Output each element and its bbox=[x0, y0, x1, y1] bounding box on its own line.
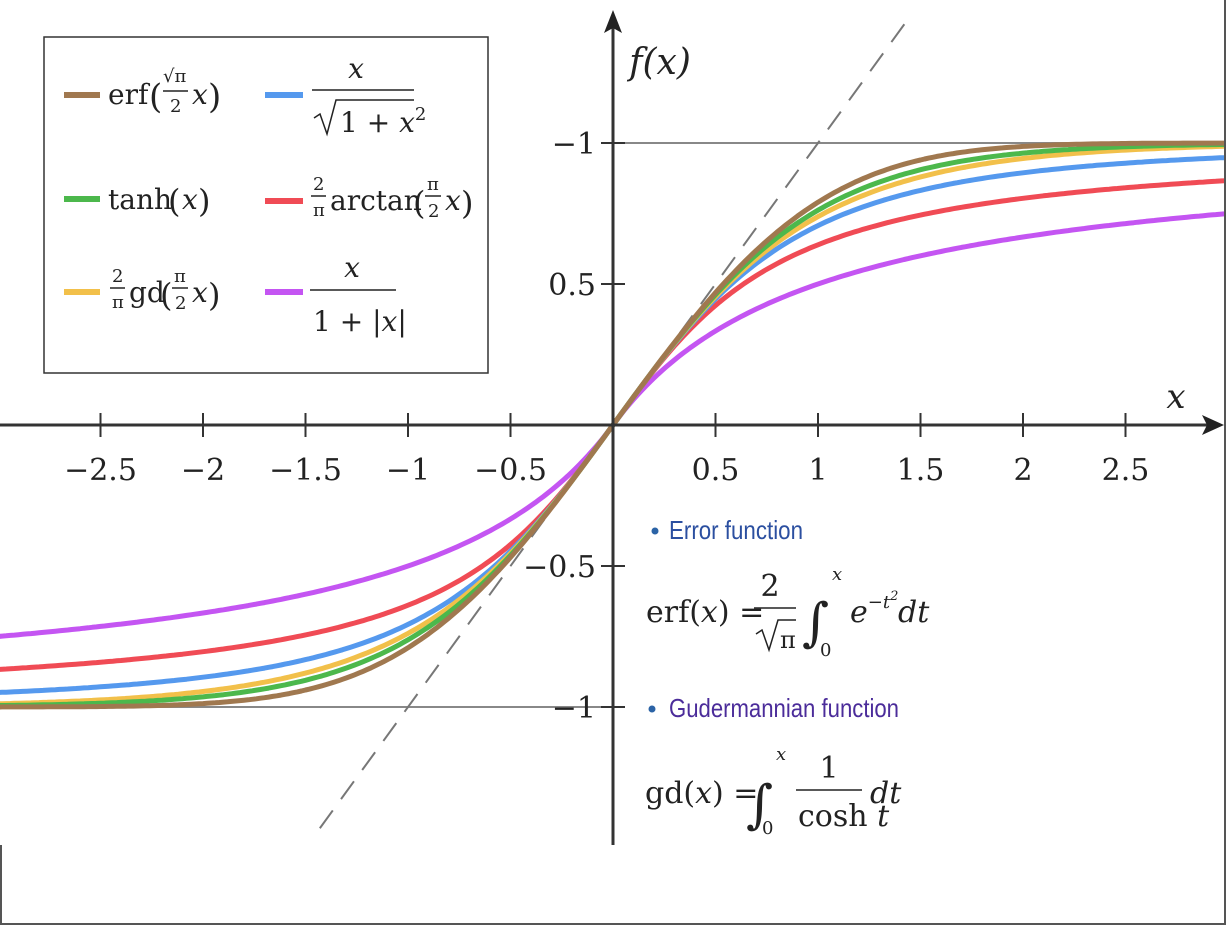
svg-text:gd(x) =: gd(x) = bbox=[645, 776, 758, 811]
x-tick-label: 1.5 bbox=[897, 453, 945, 488]
svg-text:2: 2 bbox=[760, 569, 779, 604]
svg-text:tanh: tanh bbox=[108, 183, 172, 216]
x-tick-label: −1.5 bbox=[269, 453, 342, 488]
svg-text:dt: dt bbox=[870, 776, 902, 811]
svg-text:): ) bbox=[461, 184, 473, 222]
svg-text:cosh t: cosh t bbox=[798, 799, 890, 834]
legend-label-arctan: 2 π arctan ( π 2 x ) bbox=[311, 174, 473, 222]
error-function-label: Error function bbox=[669, 515, 803, 545]
y-tick-label: −1 bbox=[552, 127, 596, 162]
legend-label-rational: x 1 + |x| bbox=[310, 251, 407, 338]
x-tick-label: −1 bbox=[386, 453, 430, 488]
legend-label-algebraic: x 1 + x2 bbox=[312, 52, 426, 139]
svg-text:2: 2 bbox=[428, 201, 439, 222]
svg-text:x: x bbox=[192, 276, 208, 309]
legend-label-erf: erf ( √π 2 x ) bbox=[108, 66, 221, 117]
x-tick-label: 0.5 bbox=[692, 453, 740, 488]
svg-text:∫: ∫ bbox=[802, 593, 829, 653]
svg-text:(: ( bbox=[149, 77, 162, 117]
svg-text:erf: erf bbox=[108, 78, 151, 111]
right-border bbox=[1224, 0, 1226, 925]
svg-text:π: π bbox=[313, 200, 325, 221]
svg-text:2: 2 bbox=[170, 96, 181, 117]
svg-text:gd: gd bbox=[129, 276, 165, 309]
svg-text:1 + |x|: 1 + |x| bbox=[313, 305, 407, 338]
svg-text:(: ( bbox=[168, 182, 180, 220]
y-axis-label: f(x) bbox=[626, 42, 691, 83]
svg-text:dt: dt bbox=[898, 595, 930, 630]
svg-text:1 + x2: 1 + x2 bbox=[340, 104, 426, 139]
svg-text:∫: ∫ bbox=[746, 775, 773, 835]
svg-text:x: x bbox=[182, 183, 198, 216]
legend: erf ( √π 2 x ) x 1 + x2 tanh ( x ) 2 bbox=[43, 36, 489, 374]
x-tick-label: 2.5 bbox=[1102, 453, 1150, 488]
svg-text:π: π bbox=[112, 292, 124, 313]
svg-text:0: 0 bbox=[762, 818, 773, 839]
y-tick-label: −0.5 bbox=[523, 550, 596, 585]
svg-text:π: π bbox=[780, 626, 796, 654]
empty-bottom-panel bbox=[0, 845, 1226, 925]
legend-label-gd: 2 π gd ( π 2 x ) bbox=[110, 266, 220, 314]
legend-label-tanh: tanh ( x ) bbox=[108, 182, 210, 220]
svg-text:π: π bbox=[174, 266, 186, 287]
svg-text:(: ( bbox=[413, 184, 425, 222]
erf-formula: erf(x) = 2 π ∫ x 0 e−t2 dt bbox=[646, 564, 930, 661]
annotation-error-function: Error function bbox=[651, 515, 803, 545]
svg-text:x: x bbox=[445, 184, 461, 217]
svg-text:x: x bbox=[776, 744, 786, 765]
svg-text:2: 2 bbox=[112, 266, 123, 287]
svg-text:x: x bbox=[344, 251, 360, 284]
gd-formula: gd(x) = ∫ x 0 1 cosh t dt bbox=[645, 744, 902, 839]
gudermannian-function-label: Gudermannian function bbox=[669, 693, 899, 723]
x-axis-label: x bbox=[1166, 377, 1185, 417]
x-tick-label: −2.5 bbox=[64, 453, 137, 488]
y-tick-label: 0.5 bbox=[548, 268, 596, 303]
svg-text:erf(x) =: erf(x) = bbox=[646, 595, 764, 630]
svg-text:2: 2 bbox=[313, 174, 324, 195]
svg-text:): ) bbox=[208, 77, 221, 117]
svg-text:1: 1 bbox=[819, 751, 838, 786]
svg-text:√π: √π bbox=[163, 66, 186, 87]
identity-dashed-line bbox=[319, 12, 914, 829]
svg-text:): ) bbox=[208, 276, 220, 314]
svg-text:x: x bbox=[192, 78, 208, 111]
svg-text:(: ( bbox=[160, 276, 172, 314]
svg-text:arctan: arctan bbox=[330, 184, 422, 217]
x-tick-label: 2 bbox=[1013, 453, 1032, 488]
x-tick-label: −2 bbox=[181, 453, 225, 488]
svg-text:): ) bbox=[198, 182, 210, 220]
tick-group: −2.5 −2 −1.5 −1 −0.5 0.5 1 1.5 2 2.5 −1 0.5 −0.5 −1 bbox=[64, 127, 1149, 726]
svg-text:0: 0 bbox=[820, 640, 831, 661]
x-tick-label: 1 bbox=[808, 453, 827, 488]
svg-text:π: π bbox=[427, 174, 439, 195]
svg-text:e−t2: e−t2 bbox=[850, 589, 898, 630]
y-tick-label: −1 bbox=[552, 691, 596, 726]
svg-text:x: x bbox=[832, 564, 842, 585]
svg-text:2: 2 bbox=[175, 293, 186, 314]
y-axis bbox=[604, 10, 622, 845]
x-tick-label: −0.5 bbox=[474, 453, 547, 488]
svg-text:x: x bbox=[348, 52, 364, 85]
annotation-gudermannian-function: Gudermannian function bbox=[648, 693, 899, 723]
